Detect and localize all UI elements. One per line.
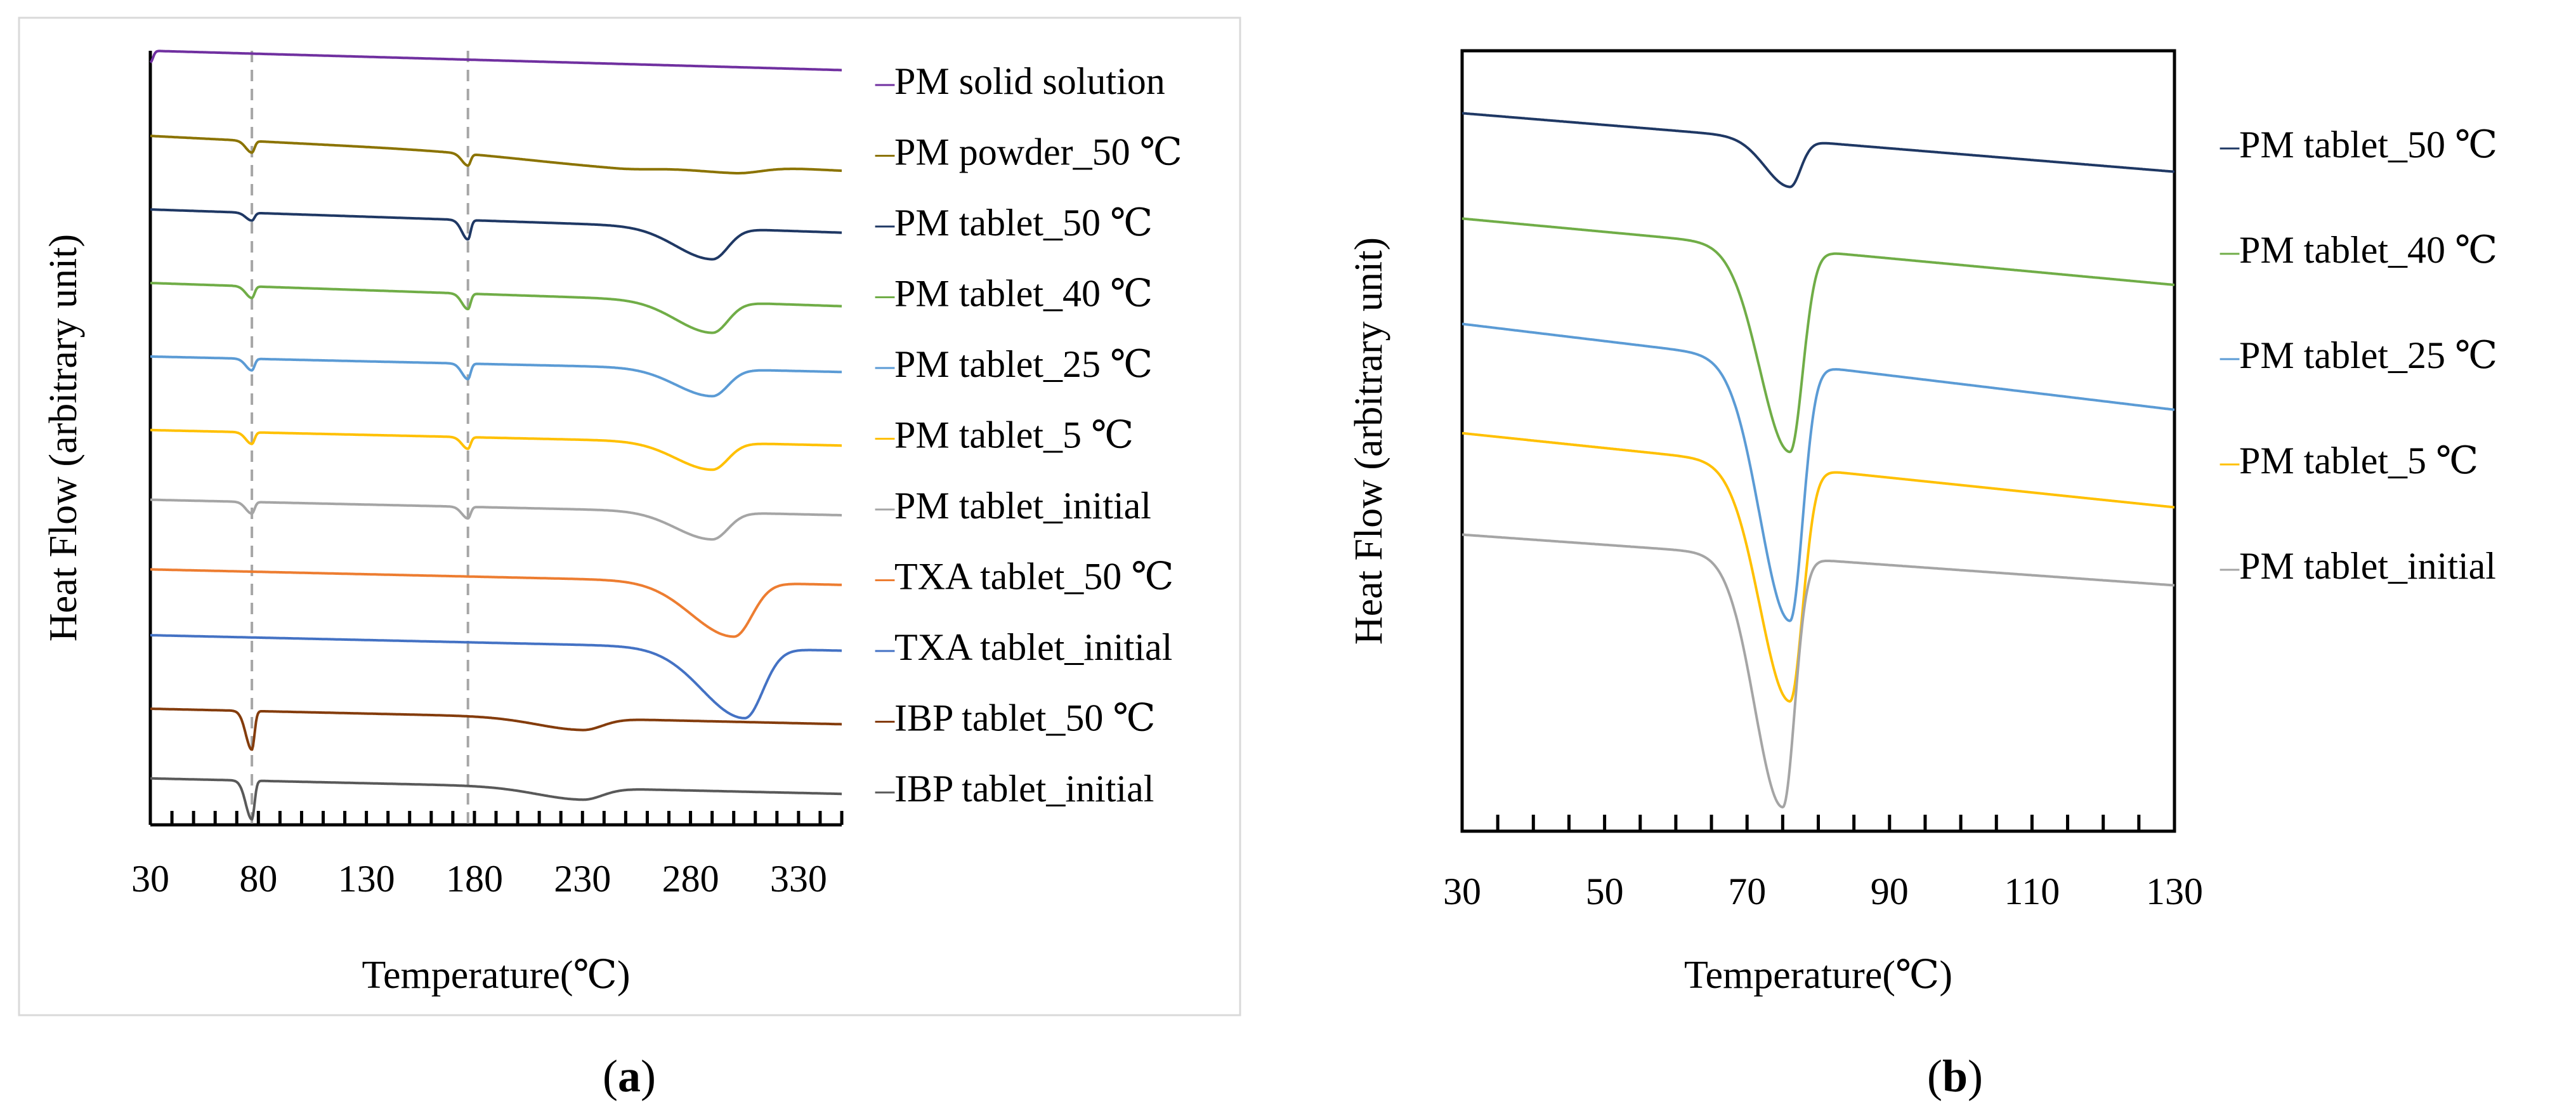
panel-a-series-txa-tablet-50-c [150,568,842,638]
panel-a-legend-txa-tablet-initial: –TXA tablet_initial [875,626,1172,668]
panel-a-series-ibp-tablet-50-c [150,707,842,751]
panel-b-label: (b) [1927,1051,1983,1101]
panel-b-chart: 30 50 70 90 110 130 –PM tablet_50 ℃ –PM tablet_… [1347,49,2497,997]
panel-a-chart: 30 80 130 180 230 280 330 –PM solid solution –PM… [42,49,1182,997]
panel-b-x-tick-label: 70 [1728,871,1766,912]
panel-b-plot-frame [1460,49,2176,833]
panel-b-series-pm-tablet-25-c [1461,322,2175,622]
panel-a-x-tick-label: 280 [662,858,719,900]
panel-b-x-axis-title: Temperature(℃) [1684,954,1952,997]
panel-a-x-tick-label: 30 [131,858,169,900]
panel-a-y-axis-title: Heat Flow (arbitrary unit) [42,234,85,641]
panel-a-x-tick-label: 230 [554,858,611,900]
panel-a-legend-pm-powder-50-c: –PM powder_50 ℃ [875,131,1182,173]
panel-a-x-tick-label: 80 [239,858,277,900]
panel-a-x-axis-title: Temperature(℃) [362,954,630,997]
panel-a-label: (a) [603,1051,656,1101]
panel-a-x-tick-label: 330 [770,858,827,900]
panel-a-series-pm-tablet-initial [150,498,842,541]
panel-b-legend-pm-tablet-initial: –PM tablet_initial [2220,545,2496,587]
panel-a-series-pm-powder-50-c [150,135,842,174]
panel-a-series-pm-tablet-25-c [150,355,842,398]
panel-b-x-tick-label: 50 [1586,871,1624,912]
panel-b-y-axis-title: Heat Flow (arbitrary unit) [1347,237,1390,645]
panel-b-series-pm-tablet-5-c [1461,431,2175,703]
panel-a-frame [18,16,1241,1016]
panel-a-series-pm-tablet-50-c [150,208,842,261]
panel-a-series-pm-solid-solution [149,49,842,72]
panel-a-legend-pm-tablet-initial: –PM tablet_initial [875,485,1151,527]
panel-a-legend-pm-tablet-50-c: –PM tablet_50 ℃ [875,202,1153,244]
panel-b-x-tick-label: 130 [2146,871,2203,912]
panel-b-x-tick-label: 90 [1871,871,1909,912]
panel-b-legend-pm-tablet-25-c: –PM tablet_25 ℃ [2220,334,2497,376]
panel-a-series-pm-tablet-40-c [150,282,842,334]
panel-a-series-ibp-tablet-initial [150,777,842,821]
panel-b-series-pm-tablet-initial [1461,533,2175,809]
panel-b-x-tick-label: 30 [1443,871,1481,912]
panel-a-legend-ibp-tablet-initial: –IBP tablet_initial [875,768,1154,810]
panel-a-legend-pm-tablet-25-c: –PM tablet_25 ℃ [875,343,1153,385]
panel-a-legend-ibp-tablet-50-c: –IBP tablet_50 ℃ [875,697,1156,739]
panel-a-legend-pm-solid-solution: –PM solid solution [875,60,1165,102]
panel-b-x-tick-label: 110 [2004,871,2060,912]
panel-b-legend-pm-tablet-5-c: –PM tablet_5 ℃ [2220,440,2478,482]
panel-a-legend-pm-tablet-5-c: –PM tablet_5 ℃ [875,414,1134,456]
panel-a-x-tick-label: 180 [446,858,503,900]
panel-b-series-pm-tablet-50-c [1461,112,2175,188]
panel-b-legend-pm-tablet-50-c: –PM tablet_50 ℃ [2220,124,2497,166]
panel-a-x-tick-label: 130 [338,858,395,900]
panel-a-series-pm-tablet-5-c [150,428,842,471]
panel-a-legend-pm-tablet-40-c: –PM tablet_40 ℃ [875,273,1153,315]
panel-a-series-txa-tablet-initial [150,634,842,720]
panel-b-legend-pm-tablet-40-c: –PM tablet_40 ℃ [2220,229,2497,271]
panel-b-series-pm-tablet-40-c [1461,217,2175,454]
panel-a-legend-txa-tablet-50-c: –TXA tablet_50 ℃ [875,556,1174,598]
